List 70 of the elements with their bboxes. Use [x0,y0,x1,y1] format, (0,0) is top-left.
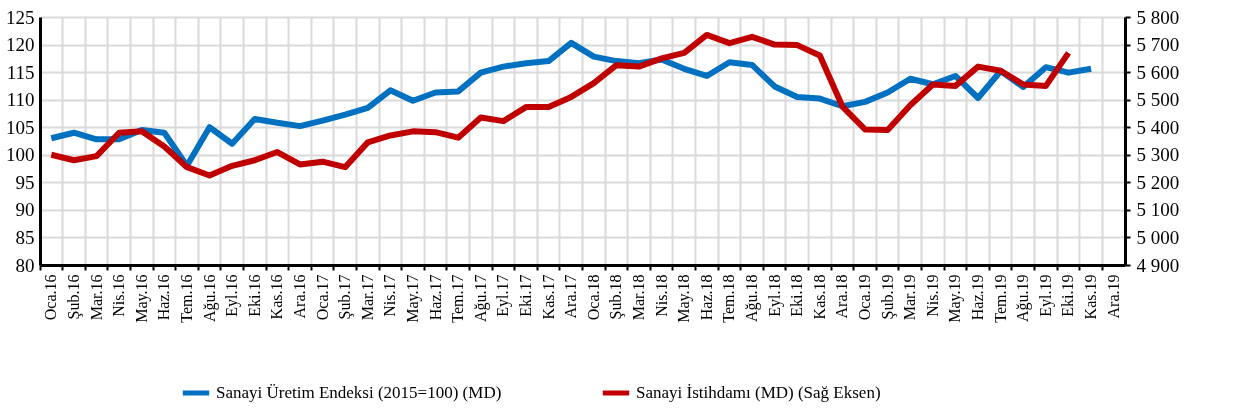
x-tick-label: Ara.19 [1104,274,1122,319]
x-tick-label: Eyl.17 [494,274,513,317]
y-tick-label: 120 [6,34,35,56]
y2-tick-label: 5 100 [1136,199,1180,221]
x-tick-label: Haz.16 [155,274,173,321]
x-tick-label: Eki.17 [516,274,534,317]
y-tick-label: 85 [15,226,35,248]
x-tick-label: Şub.18 [607,274,626,320]
x-tick-label: Kas.16 [268,274,286,320]
x-tick-label: Oca.19 [856,274,874,321]
y-tick-label: 100 [6,144,35,166]
y2-tick-label: 5 200 [1136,171,1180,193]
x-tick-label: Nis.17 [381,274,399,317]
x-tick-label: Ağu.19 [1014,274,1033,323]
x-tick-label: Ara.18 [833,274,851,319]
x-tick-label: Eki.18 [788,274,806,317]
x-tick-label: Mar.16 [87,274,105,321]
x-tick-label: Tem.18 [720,274,738,323]
x-tick-label: Kas.18 [810,274,828,320]
x-tick-label: Kas.17 [539,274,557,320]
x-tick-label: Şub.17 [336,274,355,320]
y-tick-label: 115 [6,61,35,83]
x-tick-label: Eyl.18 [765,274,784,317]
y-tick-label: 80 [15,254,35,276]
y-tick-label: 90 [15,199,35,221]
x-tick-label: Kas.19 [1082,274,1100,320]
x-tick-label: Nis.16 [110,274,128,317]
legend-label: Sanayi Üretim Endeksi (2015=100) (MD) [216,383,502,402]
x-tick-label: Ağu.17 [471,274,490,323]
x-tick-label: Tem.16 [177,274,195,323]
x-tick-label: Haz.19 [969,274,987,321]
y2-tick-label: 5 500 [1136,89,1180,111]
x-tick-label: Tem.19 [991,274,1009,323]
y2-tick-label: 5 700 [1136,34,1180,56]
y2-tick-label: 5 600 [1136,61,1180,83]
x-tick-label: Eyl.19 [1036,274,1055,317]
x-tick-label: Mar.18 [630,274,648,321]
x-tick-label: Eki.16 [245,274,263,317]
y2-tick-label: 5 300 [1136,144,1180,166]
x-tick-label: Haz.17 [426,274,444,321]
x-tick-label: Oca.16 [42,274,60,321]
x-tick-label: Şub.19 [878,274,897,320]
x-tick-label: Mar.17 [358,274,376,321]
y2-tick-label: 5 800 [1136,6,1180,28]
x-tick-label: Oca.17 [313,274,331,321]
x-tick-label: Eki.19 [1059,274,1077,317]
y-tick-label: 105 [6,116,35,138]
x-tick-label: Tem.17 [449,274,467,323]
x-tick-label: May.17 [403,274,422,323]
x-tick-label: Eyl.16 [223,274,242,317]
x-tick-label: Ara.17 [562,274,580,319]
y-tick-label: 125 [6,6,35,28]
x-tick-label: Şub.16 [64,274,83,320]
y-tick-label: 95 [15,171,35,193]
y-tick-label: 110 [6,89,35,111]
x-tick-label: May.16 [132,274,151,323]
x-tick-label: Haz.18 [697,274,715,321]
x-tick-label: Ağu.16 [200,274,219,323]
y2-tick-label: 4 900 [1136,254,1180,276]
x-tick-label: Mar.19 [901,274,919,321]
y2-tick-label: 5 400 [1136,116,1180,138]
x-tick-label: Nis.18 [652,274,670,317]
x-tick-label: Ağu.18 [743,274,762,323]
x-tick-label: May.19 [946,274,965,323]
x-tick-label: Nis.19 [923,274,941,317]
x-tick-label: Oca.18 [584,274,602,321]
x-tick-label: May.18 [675,274,694,323]
legend-label: Sanayi İstihdamı (MD) (Sağ Eksen) [636,383,881,402]
x-tick-label: Ara.16 [290,274,308,319]
y2-tick-label: 5 000 [1136,226,1180,248]
